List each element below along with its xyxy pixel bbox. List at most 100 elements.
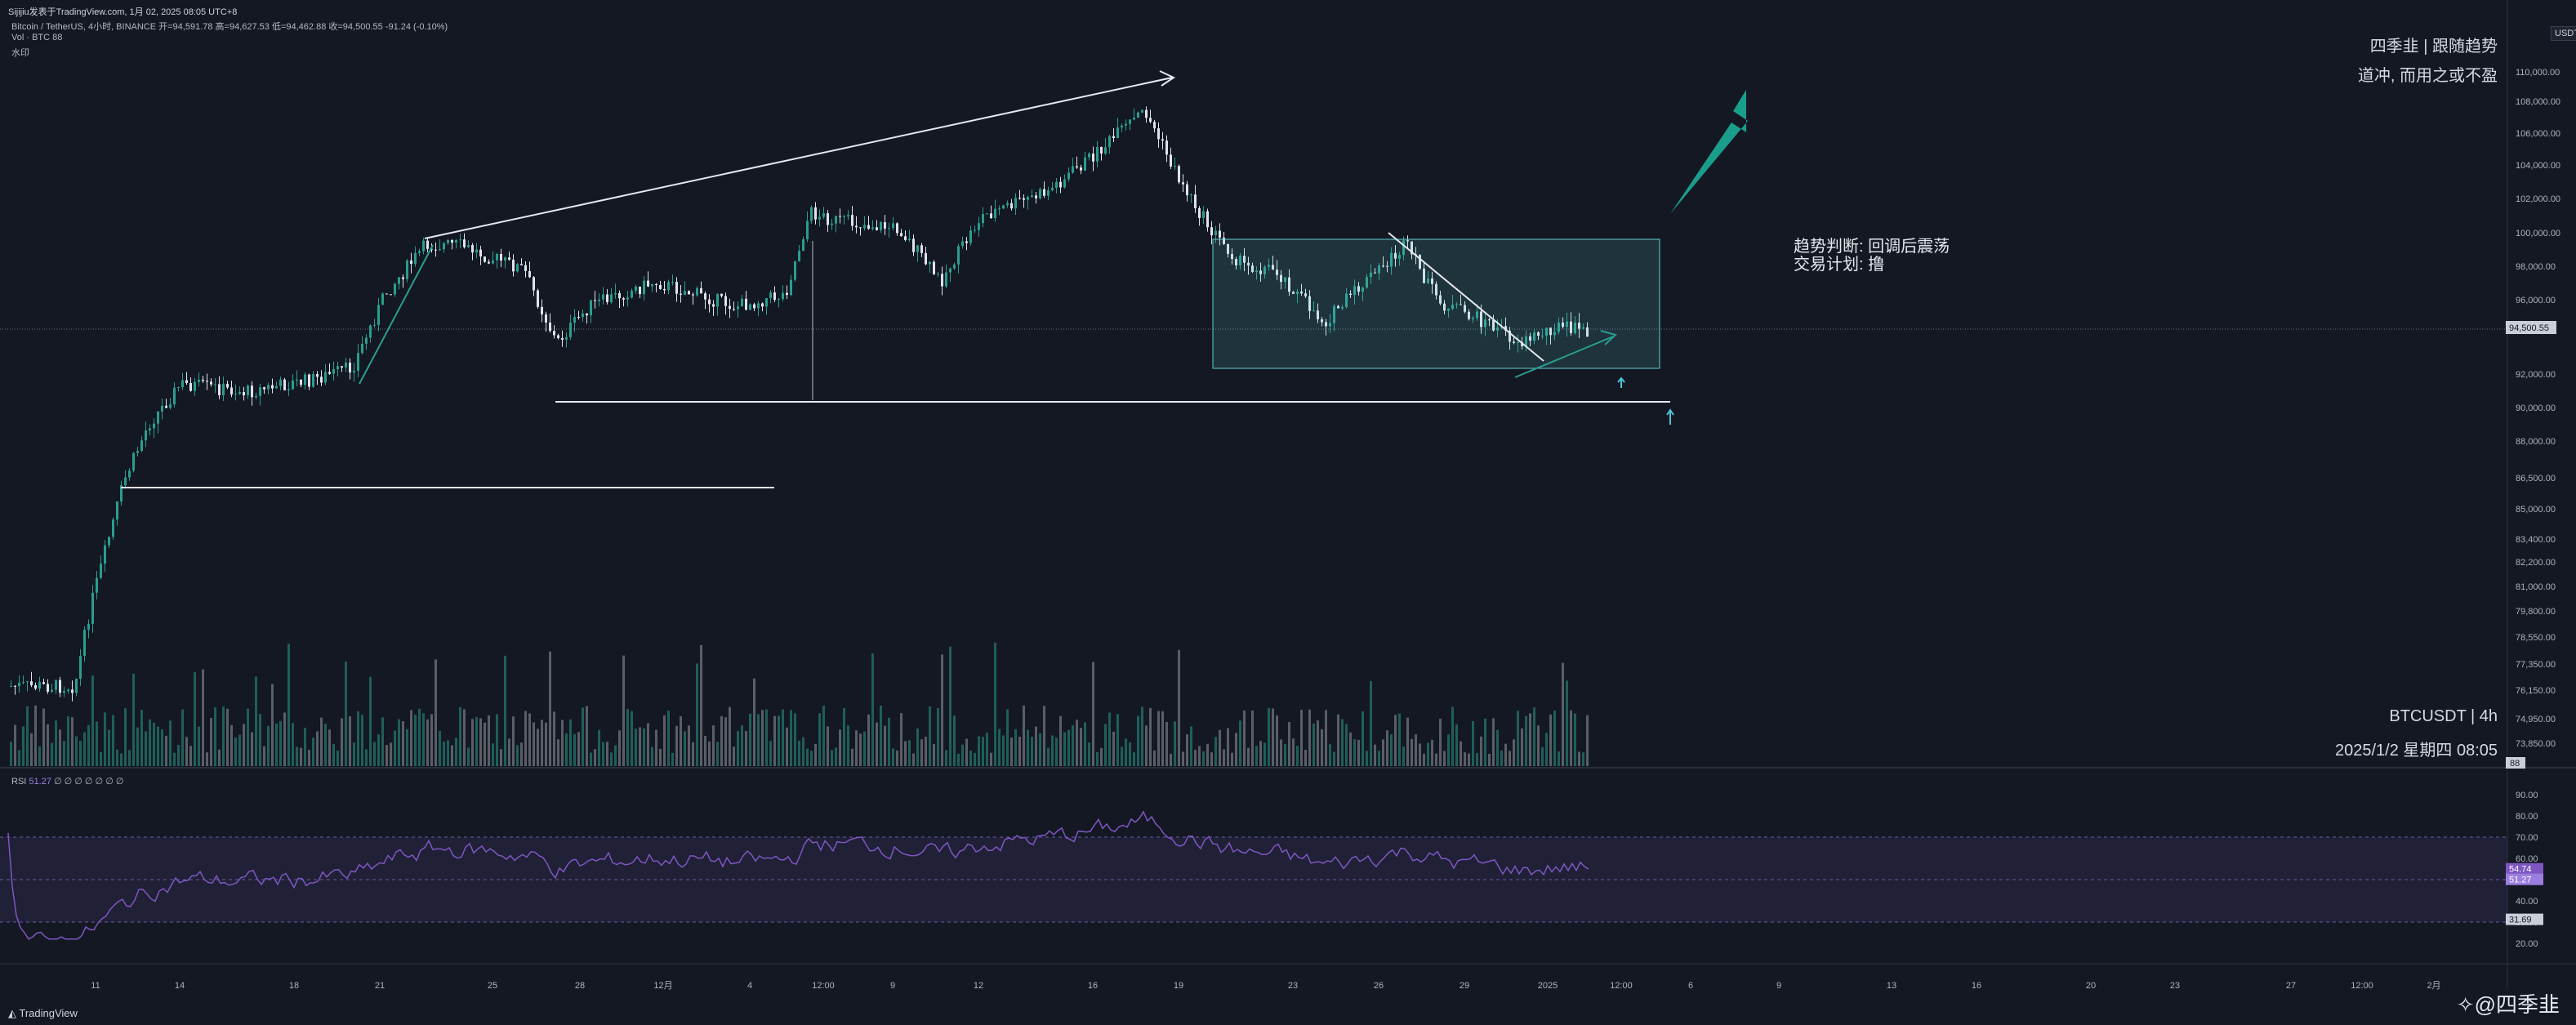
price-tick-label: 88,000.00 [2516,437,2556,447]
volume-bar [773,715,776,766]
volume-bar [1055,738,1058,766]
volume-bar [1574,713,1576,766]
candle-body [394,283,396,295]
volume-bar [561,720,564,766]
candle-body [67,689,69,692]
candle-body [1329,323,1331,327]
volume-bar [1492,718,1495,766]
candle-body [1280,274,1282,283]
candle-body [798,251,800,261]
candle-body [463,239,466,247]
volume-bar [140,710,143,766]
brand-subtitle: 道冲, 而用之或不盈 [2357,67,2498,85]
candle-body [1292,292,1295,294]
currency-button[interactable]: USDT [2551,26,2576,41]
candle-body [1317,310,1319,319]
candle-body [1484,319,1486,328]
volume-bar [210,718,212,766]
volume-bar [430,714,433,766]
candle-body [104,545,106,564]
candle-body [349,362,351,373]
candle-body [602,294,604,300]
candle-body [688,291,690,295]
volume-bar [324,724,327,766]
candle-body [1284,277,1286,283]
volume-bar [757,714,760,766]
candle-body [610,294,613,302]
candle-body [1488,319,1491,321]
volume-bar [173,752,176,766]
volume-bar [1578,751,1580,766]
volume-bar [341,718,343,766]
volume-bar [753,678,755,766]
volume-bar [508,738,510,766]
candle-body [1513,341,1515,343]
volume-bar [1374,744,1376,766]
volume-bar [941,654,943,766]
symbol-legend[interactable]: Bitcoin / TetherUS, 4小时, BINANCE 开=94,59… [11,22,448,32]
candle-body [1553,332,1556,336]
candle-body [71,689,74,693]
candle-body [398,277,400,284]
candle-body [1341,306,1344,309]
volume-bar [496,714,498,766]
candle-body [1239,256,1241,265]
time-tick-label: 4 [747,981,752,991]
candle-body [1194,194,1197,208]
volume-bar [741,725,743,766]
candle-body [1325,322,1327,327]
volume-bar [149,719,151,766]
time-tick-label: 2月 [2427,981,2440,991]
price-tick-label: 90,000.00 [2516,403,2556,413]
small-up-arrow [1666,408,1674,425]
volume-bar [185,737,188,766]
candle-body [316,374,319,377]
volume-bar [418,708,421,766]
candle-body [198,379,200,382]
volume-bar [573,733,576,766]
candle-body [647,280,649,287]
candle-body [87,623,90,631]
volume-bar [639,727,641,766]
volume-bar [533,722,535,766]
candle-body [974,230,976,231]
volume-bar [377,734,380,766]
candle-body [165,405,167,408]
price-tick-label: 106,000.00 [2516,129,2560,139]
candle-body [484,256,486,262]
candle-body [671,282,674,283]
volume-bar [1411,738,1413,766]
candle-body [1223,237,1225,244]
candle-body [353,370,355,373]
candle-body [1247,262,1250,266]
volume-bar [647,723,649,766]
volume-bar [1431,739,1433,766]
candle-body [704,293,706,300]
candle-body [451,239,453,243]
ascending-arrowhead [1600,330,1617,345]
volume-bar [990,752,992,766]
tradingview-logo[interactable]: ◭ TradingView [8,1007,78,1020]
volume-legend[interactable]: Vol · BTC 88 [11,33,63,42]
upper-trendline [424,77,1173,239]
rsi-legend[interactable]: RSI 51.27 ∅ ∅ ∅ ∅ ∅ ∅ ∅ [11,776,123,787]
volume-bar [1198,746,1201,766]
candle-body [263,387,265,390]
candle-body [226,383,229,388]
candle-body [1276,270,1278,275]
watermark-legend[interactable]: 水印 [11,48,29,58]
candle-body [1529,336,1531,341]
candle-body [1039,189,1041,198]
volume-bar [594,749,596,766]
candle-body [1202,211,1205,218]
volume-bar [336,750,339,766]
candle-body [1027,197,1029,200]
rsi-tag-current-label: 51.27 [2509,876,2532,885]
volume-bar [1529,713,1531,766]
candle-body [504,257,506,261]
volume-bar [1566,680,1568,766]
candle-body [1263,266,1266,274]
candle-body [1492,320,1495,331]
candle-body [161,405,163,412]
